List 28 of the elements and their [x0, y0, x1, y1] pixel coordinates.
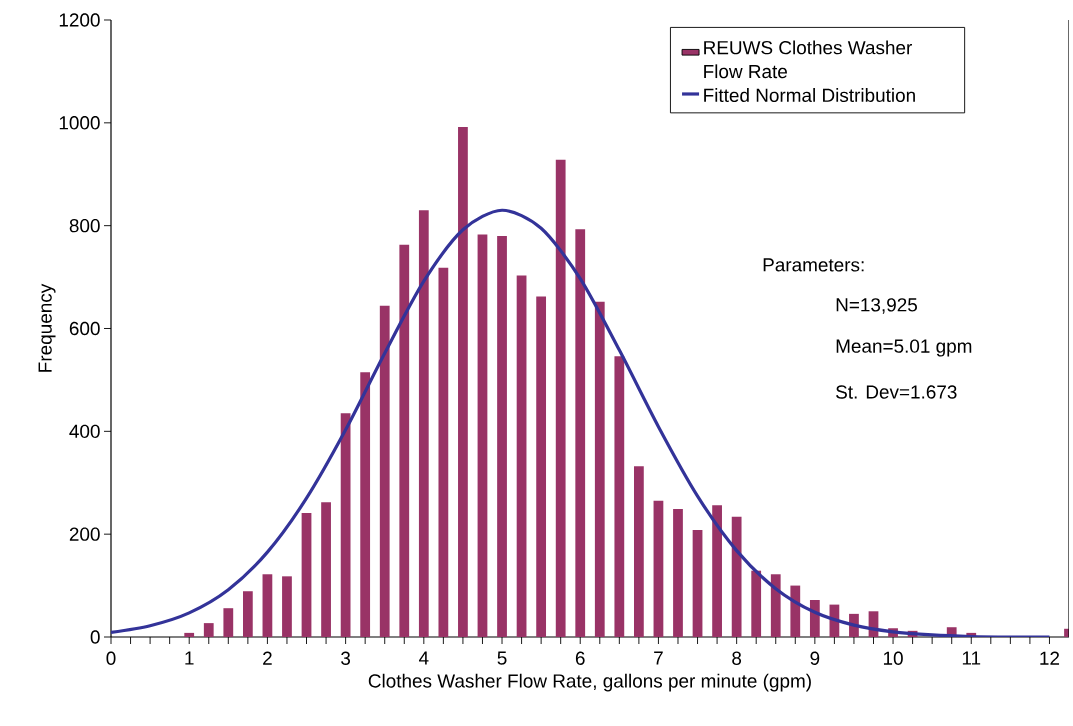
x-tick-label: 10 — [883, 651, 903, 665]
x-tick-label: 2 — [263, 651, 272, 665]
x-tick-label: 4 — [418, 651, 429, 665]
x-tick-label: 8 — [732, 651, 742, 665]
annotation: St. Dev=1.673 — [836, 385, 957, 399]
y-tick-label: 400 — [69, 424, 100, 439]
x-tick-label: 5 — [497, 651, 507, 665]
x-tick-label: 7 — [654, 651, 663, 665]
x-tick-label: 6 — [575, 651, 585, 665]
y-tick-label: 0 — [90, 630, 100, 644]
x-tick-label: 9 — [810, 651, 820, 665]
x-tick-label: 11 — [962, 651, 981, 665]
x-tick-label: 3 — [341, 651, 351, 665]
y-tick-label: 1000 — [59, 116, 100, 130]
legend-label: REUWS Clothes Washer Flow Rate — [704, 40, 912, 79]
y-tick-label: 1200 — [59, 13, 100, 27]
annotation: N=13,925 — [836, 298, 917, 314]
annotation: Parameters: — [763, 258, 864, 272]
y-tick-label: 200 — [69, 527, 100, 541]
y-axis-title: Frequency — [38, 283, 56, 372]
x-tick-label: 1 — [185, 651, 194, 665]
y-tick-label: 600 — [69, 321, 100, 336]
annotation: Mean=5.01 gpm — [836, 339, 972, 357]
legend-label: Fitted Normal Distribution — [704, 88, 915, 103]
x-axis-title: Clothes Washer Flow Rate, gallons per minute (gpm) — [368, 673, 811, 692]
y-tick-label: 800 — [69, 218, 100, 233]
x-tick-label: 0 — [106, 651, 116, 665]
x-tick-label: 12 — [1040, 651, 1060, 665]
